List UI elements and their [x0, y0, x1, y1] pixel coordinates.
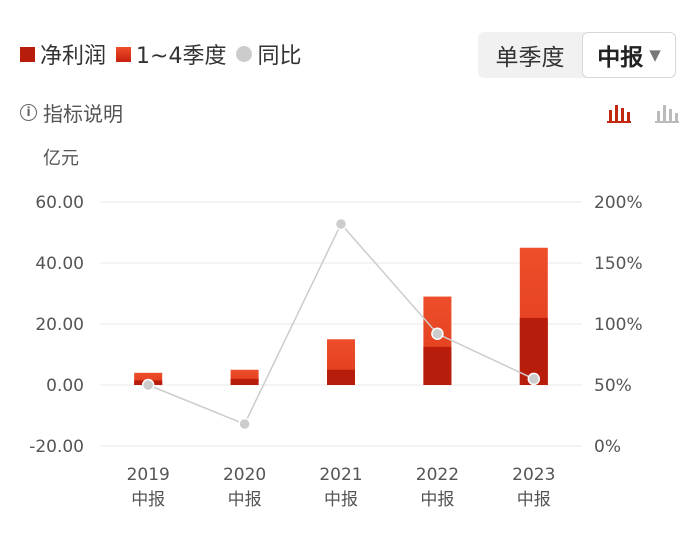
x-tick-label: 2020 中报: [223, 465, 266, 510]
report-period-dropdown[interactable]: 中报 ▼: [582, 32, 676, 78]
right-tick-label: 0%: [594, 437, 621, 457]
indicator-info-link[interactable]: i 指标说明: [20, 98, 123, 127]
chevron-down-icon: ▼: [649, 46, 661, 64]
single-quarter-label: 单季度: [495, 45, 565, 71]
net-profit-bar: [423, 346, 452, 385]
left-tick-label: -20.00: [29, 437, 84, 457]
yoy-point: [527, 372, 541, 386]
period-toggle: 单季度 中报 ▼: [478, 32, 676, 78]
net-profit-bar: [230, 378, 259, 385]
legend-item-quarters[interactable]: 1~4季度: [116, 38, 226, 70]
yoy-point: [431, 327, 444, 341]
right-tick-label: 200%: [594, 193, 643, 213]
left-tick-label: 0.00: [46, 376, 84, 396]
right-axis: 0% 50% 100% 150% 200%: [594, 193, 643, 457]
yoy-point: [238, 417, 251, 431]
legend-item-yoy[interactable]: 同比: [236, 38, 301, 70]
x-tick-label: 2023 中报: [512, 465, 555, 510]
chart-legend: 净利润 1~4季度 同比: [20, 38, 311, 70]
net-profit-swatch: [20, 46, 35, 62]
bar-chart-icon-active[interactable]: [606, 102, 632, 124]
indicator-info-label: 指标说明: [43, 102, 123, 126]
x-tick-label: 2022 中报: [416, 465, 459, 510]
right-tick-label: 100%: [594, 315, 643, 335]
yoy-series: [141, 217, 541, 431]
bar-series: [134, 247, 548, 385]
net-profit-bar: [327, 369, 355, 385]
bar-chart-icon[interactable]: [654, 102, 680, 124]
x-tick-label: 2021 中报: [319, 465, 362, 510]
legend-item-net-profit[interactable]: 净利润: [20, 38, 106, 70]
grid: [100, 201, 582, 447]
x-axis: 2019 中报 2020 中报 2021 中报 2022 中报 2023 中报: [127, 465, 556, 510]
left-tick-label: 20.00: [35, 315, 84, 335]
legend-label-quarters: 1~4季度: [136, 44, 227, 69]
x-tick-label: 2019 中报: [127, 465, 170, 510]
left-tick-label: 60.00: [35, 193, 84, 213]
info-icon: i: [20, 104, 37, 121]
yoy-swatch: [236, 46, 253, 62]
report-period-label: 中报: [597, 45, 644, 71]
yoy-point: [141, 378, 155, 392]
left-axis: -20.00 0.00 20.00 40.00 60.00: [29, 193, 84, 457]
quarters-swatch: [116, 46, 132, 62]
right-tick-label: 150%: [594, 254, 643, 274]
left-tick-label: 40.00: [35, 254, 84, 274]
left-axis-unit: 亿元: [43, 148, 79, 169]
right-tick-label: 50%: [594, 376, 632, 396]
single-quarter-button[interactable]: 单季度: [478, 32, 582, 78]
legend-label-yoy: 同比: [257, 44, 302, 69]
yoy-point: [334, 217, 348, 231]
legend-label-net-profit: 净利润: [40, 44, 107, 69]
